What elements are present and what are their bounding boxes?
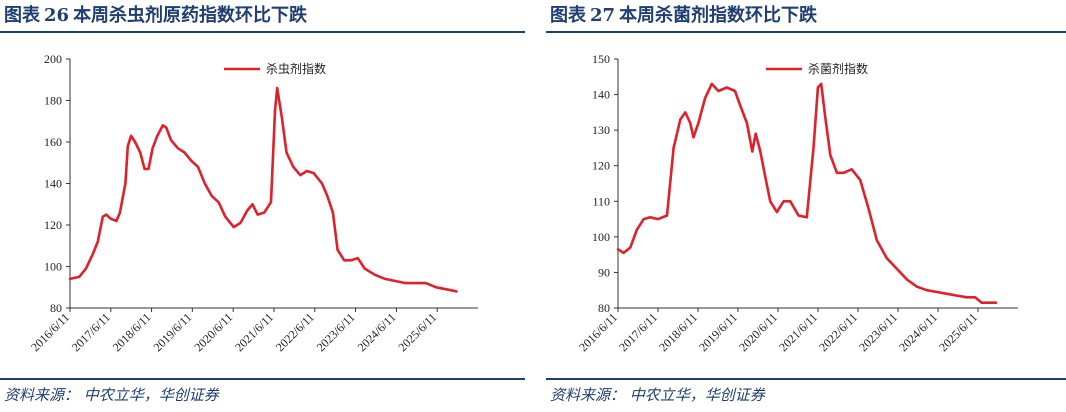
x-tick-label: 2023/6/11 — [856, 310, 900, 354]
legend-label: 杀菌剂指数 — [808, 61, 868, 76]
y-tick-label: 180 — [44, 94, 62, 108]
figure-title-text: 本周杀菌剂指数环比下跌 — [619, 5, 818, 26]
x-tick-label: 2019/6/11 — [696, 310, 740, 354]
y-tick-label: 120 — [592, 159, 610, 173]
line-chart-insecticide: 801001201401601802002016/6/112017/6/1120… — [28, 52, 478, 354]
figure-number: 27 — [590, 5, 616, 26]
x-tick-label: 2019/6/11 — [150, 310, 194, 354]
x-tick-label: 2025/6/11 — [395, 310, 439, 354]
x-tick-label: 2024/6/11 — [355, 310, 399, 354]
x-tick-label: 2017/6/11 — [69, 310, 113, 354]
x-tick-label: 2016/6/11 — [576, 310, 620, 354]
series-line — [616, 82, 998, 304]
y-tick-label: 90 — [598, 265, 610, 279]
figure-label: 图表 — [4, 5, 40, 26]
x-tick-label: 2024/6/11 — [896, 310, 940, 354]
source-divider — [0, 378, 525, 380]
x-tick-label: 2016/6/11 — [28, 310, 72, 354]
y-tick-label: 160 — [44, 135, 62, 149]
x-tick-label: 2020/6/11 — [736, 310, 780, 354]
title-divider — [546, 31, 1066, 33]
x-tick-label: 2022/6/11 — [273, 310, 317, 354]
y-tick-label: 80 — [598, 301, 610, 315]
source-divider — [546, 378, 1066, 380]
chart-panel-fungicide: 图表 27 本周杀菌剂指数环比下跌 80 90 100 110 120 130 140 150 20… — [546, 0, 1066, 412]
source-note: 资料来源： 中农立华，华创证券 — [550, 386, 765, 404]
x-tick-label: 2023/6/11 — [314, 310, 358, 354]
x-tick-label: 2025/6/11 — [936, 310, 980, 354]
y-tick-label: 200 — [44, 52, 62, 66]
legend: 杀虫剂指数 — [224, 61, 326, 76]
figure-label: 图表 — [550, 5, 586, 26]
figure-title: 图表 26 本周杀虫剂原药指数环比下跌 — [4, 2, 307, 30]
x-tick-label: 2020/6/11 — [191, 310, 235, 354]
legend: 杀菌剂指数 — [766, 61, 868, 76]
series-line — [68, 86, 458, 293]
y-tick-label: 80 — [50, 301, 62, 315]
y-tick-label: 140 — [44, 177, 62, 191]
y-tick-label: 150 — [592, 52, 610, 66]
x-tick-label: 2021/6/11 — [776, 310, 820, 354]
figure-title-text: 本周杀虫剂原药指数环比下跌 — [73, 5, 308, 26]
source-note: 资料来源： 中农立华，华创证券 — [4, 386, 219, 404]
x-tick-label: 2018/6/11 — [656, 310, 700, 354]
line-chart-fungicide: 80 90 100 110 120 130 140 150 2016/6/112017/6/11… — [576, 52, 1018, 354]
y-tick-label: 140 — [592, 88, 610, 102]
x-tick-label: 2021/6/11 — [232, 310, 276, 354]
figure-number: 26 — [44, 5, 70, 26]
y-tick-label: 100 — [44, 260, 62, 274]
y-tick-label: 100 — [592, 230, 610, 244]
y-tick-label: 130 — [592, 123, 610, 137]
x-tick-label: 2018/6/11 — [110, 310, 154, 354]
title-divider — [0, 31, 525, 33]
chart-panel-insecticide: 图表 26 本周杀虫剂原药指数环比下跌 80 100 120 140 160 180 200 20… — [0, 0, 525, 412]
figure-title: 图表 27 本周杀菌剂指数环比下跌 — [550, 2, 817, 30]
y-tick-label: 110 — [592, 194, 610, 208]
x-tick-label: 2017/6/11 — [616, 310, 660, 354]
legend-label: 杀虫剂指数 — [266, 61, 326, 76]
x-tick-label: 2022/6/11 — [816, 310, 860, 354]
y-tick-label: 120 — [44, 218, 62, 232]
